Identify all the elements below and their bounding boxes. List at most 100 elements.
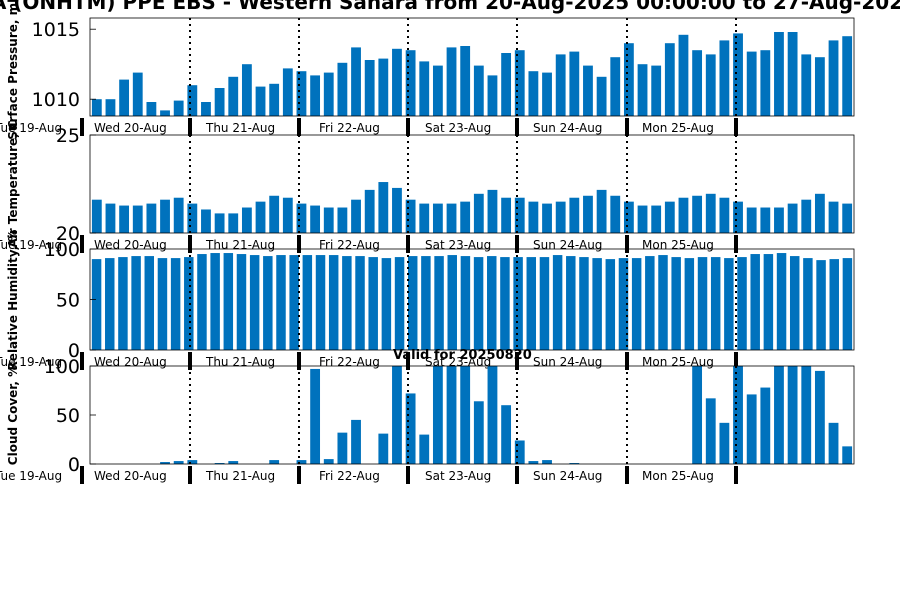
bar bbox=[555, 201, 566, 233]
day-label: Wed 20-Aug bbox=[94, 121, 167, 135]
day-label: Fri 22-Aug bbox=[319, 238, 380, 252]
day-label: Mon 25-Aug bbox=[642, 238, 714, 252]
day-label: Fri 22-Aug bbox=[319, 469, 380, 483]
bar bbox=[750, 254, 760, 350]
bar bbox=[692, 195, 703, 233]
bar bbox=[460, 201, 471, 233]
bar bbox=[201, 102, 211, 116]
bar bbox=[787, 203, 798, 233]
bar bbox=[157, 258, 168, 350]
bar bbox=[501, 405, 512, 464]
ylabel: Surface Pressure, mb bbox=[6, 0, 20, 140]
bar bbox=[605, 259, 616, 350]
bar bbox=[105, 258, 115, 350]
bar bbox=[118, 257, 128, 350]
bar bbox=[160, 110, 170, 116]
bar bbox=[719, 40, 730, 116]
bar bbox=[407, 256, 418, 350]
day-label: Tue 19-Aug bbox=[0, 355, 62, 369]
day-label: Sat 23-Aug bbox=[425, 469, 491, 483]
bar bbox=[446, 203, 457, 233]
bar bbox=[282, 197, 293, 233]
bar bbox=[91, 199, 102, 233]
bar bbox=[760, 50, 771, 117]
day-label: Thu 21-Aug bbox=[205, 121, 275, 135]
bar bbox=[355, 256, 365, 350]
bar bbox=[746, 394, 757, 464]
bar bbox=[328, 255, 339, 350]
bar bbox=[91, 259, 102, 350]
bar bbox=[684, 258, 695, 350]
bar bbox=[583, 65, 593, 116]
bar bbox=[392, 48, 402, 116]
bar bbox=[828, 201, 839, 233]
bar bbox=[419, 203, 430, 233]
bar bbox=[705, 398, 716, 464]
bar bbox=[236, 254, 247, 350]
bar bbox=[263, 256, 273, 350]
bar bbox=[197, 254, 207, 350]
day-label: Wed 20-Aug bbox=[94, 469, 167, 483]
day-label: Mon 25-Aug bbox=[642, 469, 714, 483]
bar bbox=[460, 256, 471, 350]
bar bbox=[569, 463, 580, 464]
day-label: Tue 19-Aug bbox=[0, 238, 62, 252]
day-label: Sun 24-Aug bbox=[533, 469, 602, 483]
bar bbox=[249, 255, 260, 350]
bar bbox=[501, 53, 512, 116]
bar bbox=[446, 47, 457, 116]
bar bbox=[814, 370, 825, 464]
bar bbox=[487, 366, 498, 464]
bar bbox=[705, 193, 716, 233]
bar bbox=[378, 433, 389, 464]
ytick-label: 25 bbox=[56, 125, 80, 147]
bar bbox=[473, 401, 484, 464]
bar bbox=[842, 203, 853, 233]
ytick-label: 0 bbox=[68, 340, 80, 362]
bar bbox=[569, 51, 580, 116]
bar bbox=[310, 75, 321, 116]
bar bbox=[310, 205, 321, 233]
bar bbox=[760, 387, 771, 464]
bar bbox=[255, 201, 266, 233]
bar bbox=[351, 199, 361, 233]
bar bbox=[526, 257, 537, 350]
bar bbox=[528, 201, 539, 233]
bar bbox=[364, 189, 375, 233]
bar bbox=[269, 83, 280, 116]
bar bbox=[214, 463, 225, 464]
bar bbox=[446, 366, 457, 464]
bar bbox=[405, 393, 416, 464]
bar bbox=[119, 205, 130, 233]
bar bbox=[719, 197, 730, 233]
bar bbox=[787, 32, 798, 116]
bar bbox=[434, 256, 444, 350]
bar bbox=[801, 366, 812, 464]
bar bbox=[618, 258, 629, 350]
bar bbox=[392, 366, 402, 464]
day-label: Mon 25-Aug bbox=[642, 121, 714, 135]
bar bbox=[610, 57, 621, 116]
bar bbox=[210, 253, 220, 350]
bar bbox=[842, 258, 853, 350]
bar bbox=[310, 368, 321, 464]
bar bbox=[579, 257, 589, 350]
bar bbox=[170, 258, 181, 350]
bar bbox=[664, 43, 675, 117]
bar bbox=[419, 434, 430, 464]
bar bbox=[746, 51, 757, 116]
bar bbox=[337, 207, 348, 233]
bar bbox=[460, 366, 471, 464]
bar bbox=[394, 257, 405, 350]
bar bbox=[351, 419, 361, 464]
bar bbox=[542, 203, 552, 233]
bar bbox=[801, 54, 812, 116]
bar bbox=[105, 203, 116, 233]
bar bbox=[364, 60, 375, 116]
day-label: Sun 24-Aug bbox=[533, 355, 602, 369]
bar bbox=[173, 461, 184, 464]
day-label: Sat 23-Aug bbox=[425, 238, 491, 252]
bar bbox=[214, 213, 225, 233]
bar bbox=[566, 256, 576, 350]
bar bbox=[173, 100, 184, 116]
